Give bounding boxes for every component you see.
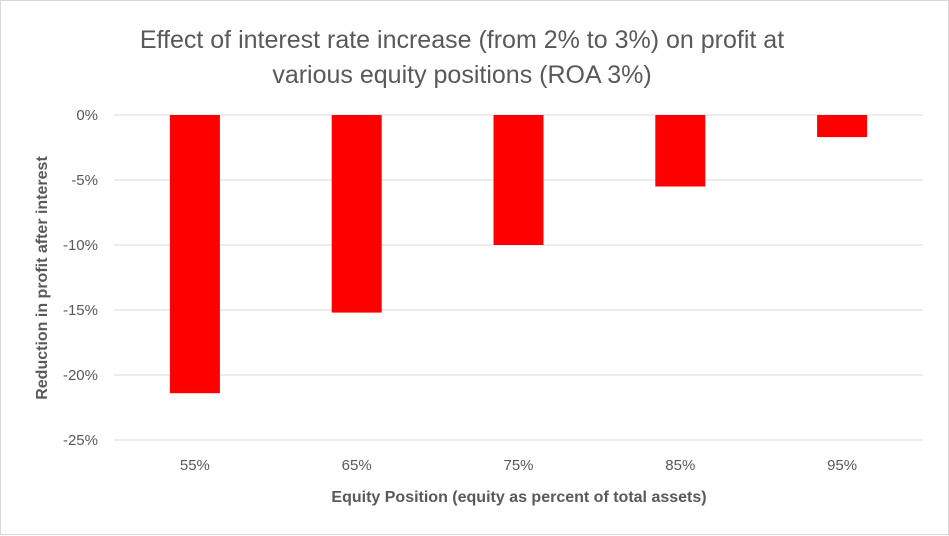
chart-title-line-2: various equity positions (ROA 3%) — [272, 61, 651, 89]
x-tick-label: 55% — [180, 457, 210, 474]
y-tick-label: -25% — [63, 432, 98, 449]
bar-55-pct — [169, 115, 220, 394]
y-tick-label: -5% — [71, 172, 98, 189]
y-axis-tick-labels: 0% -5% -10% -15% -20% -25% — [63, 107, 98, 449]
chart-title-line-1: Effect of interest rate increase (from 2… — [140, 26, 784, 54]
y-tick-label: 0% — [76, 107, 98, 124]
y-tick-label: -10% — [63, 237, 98, 254]
chart-title: Effect of interest rate increase (from 2… — [140, 26, 784, 89]
bars — [169, 115, 868, 394]
x-axis-title: Equity Position (equity as percent of to… — [331, 489, 706, 506]
bar-85-pct — [655, 115, 706, 187]
x-tick-label: 95% — [827, 457, 857, 474]
y-axis-title: Reduction in profit after interest — [34, 156, 51, 400]
x-tick-label: 75% — [503, 457, 533, 474]
bar-75-pct — [493, 115, 544, 245]
x-axis-tick-labels: 55% 65% 75% 85% 95% — [180, 457, 857, 474]
bar-95-pct — [817, 115, 868, 138]
x-tick-label: 85% — [665, 457, 695, 474]
y-tick-label: -20% — [63, 367, 98, 384]
bar-65-pct — [331, 115, 382, 313]
y-tick-label: -15% — [63, 302, 98, 319]
x-tick-label: 65% — [342, 457, 372, 474]
